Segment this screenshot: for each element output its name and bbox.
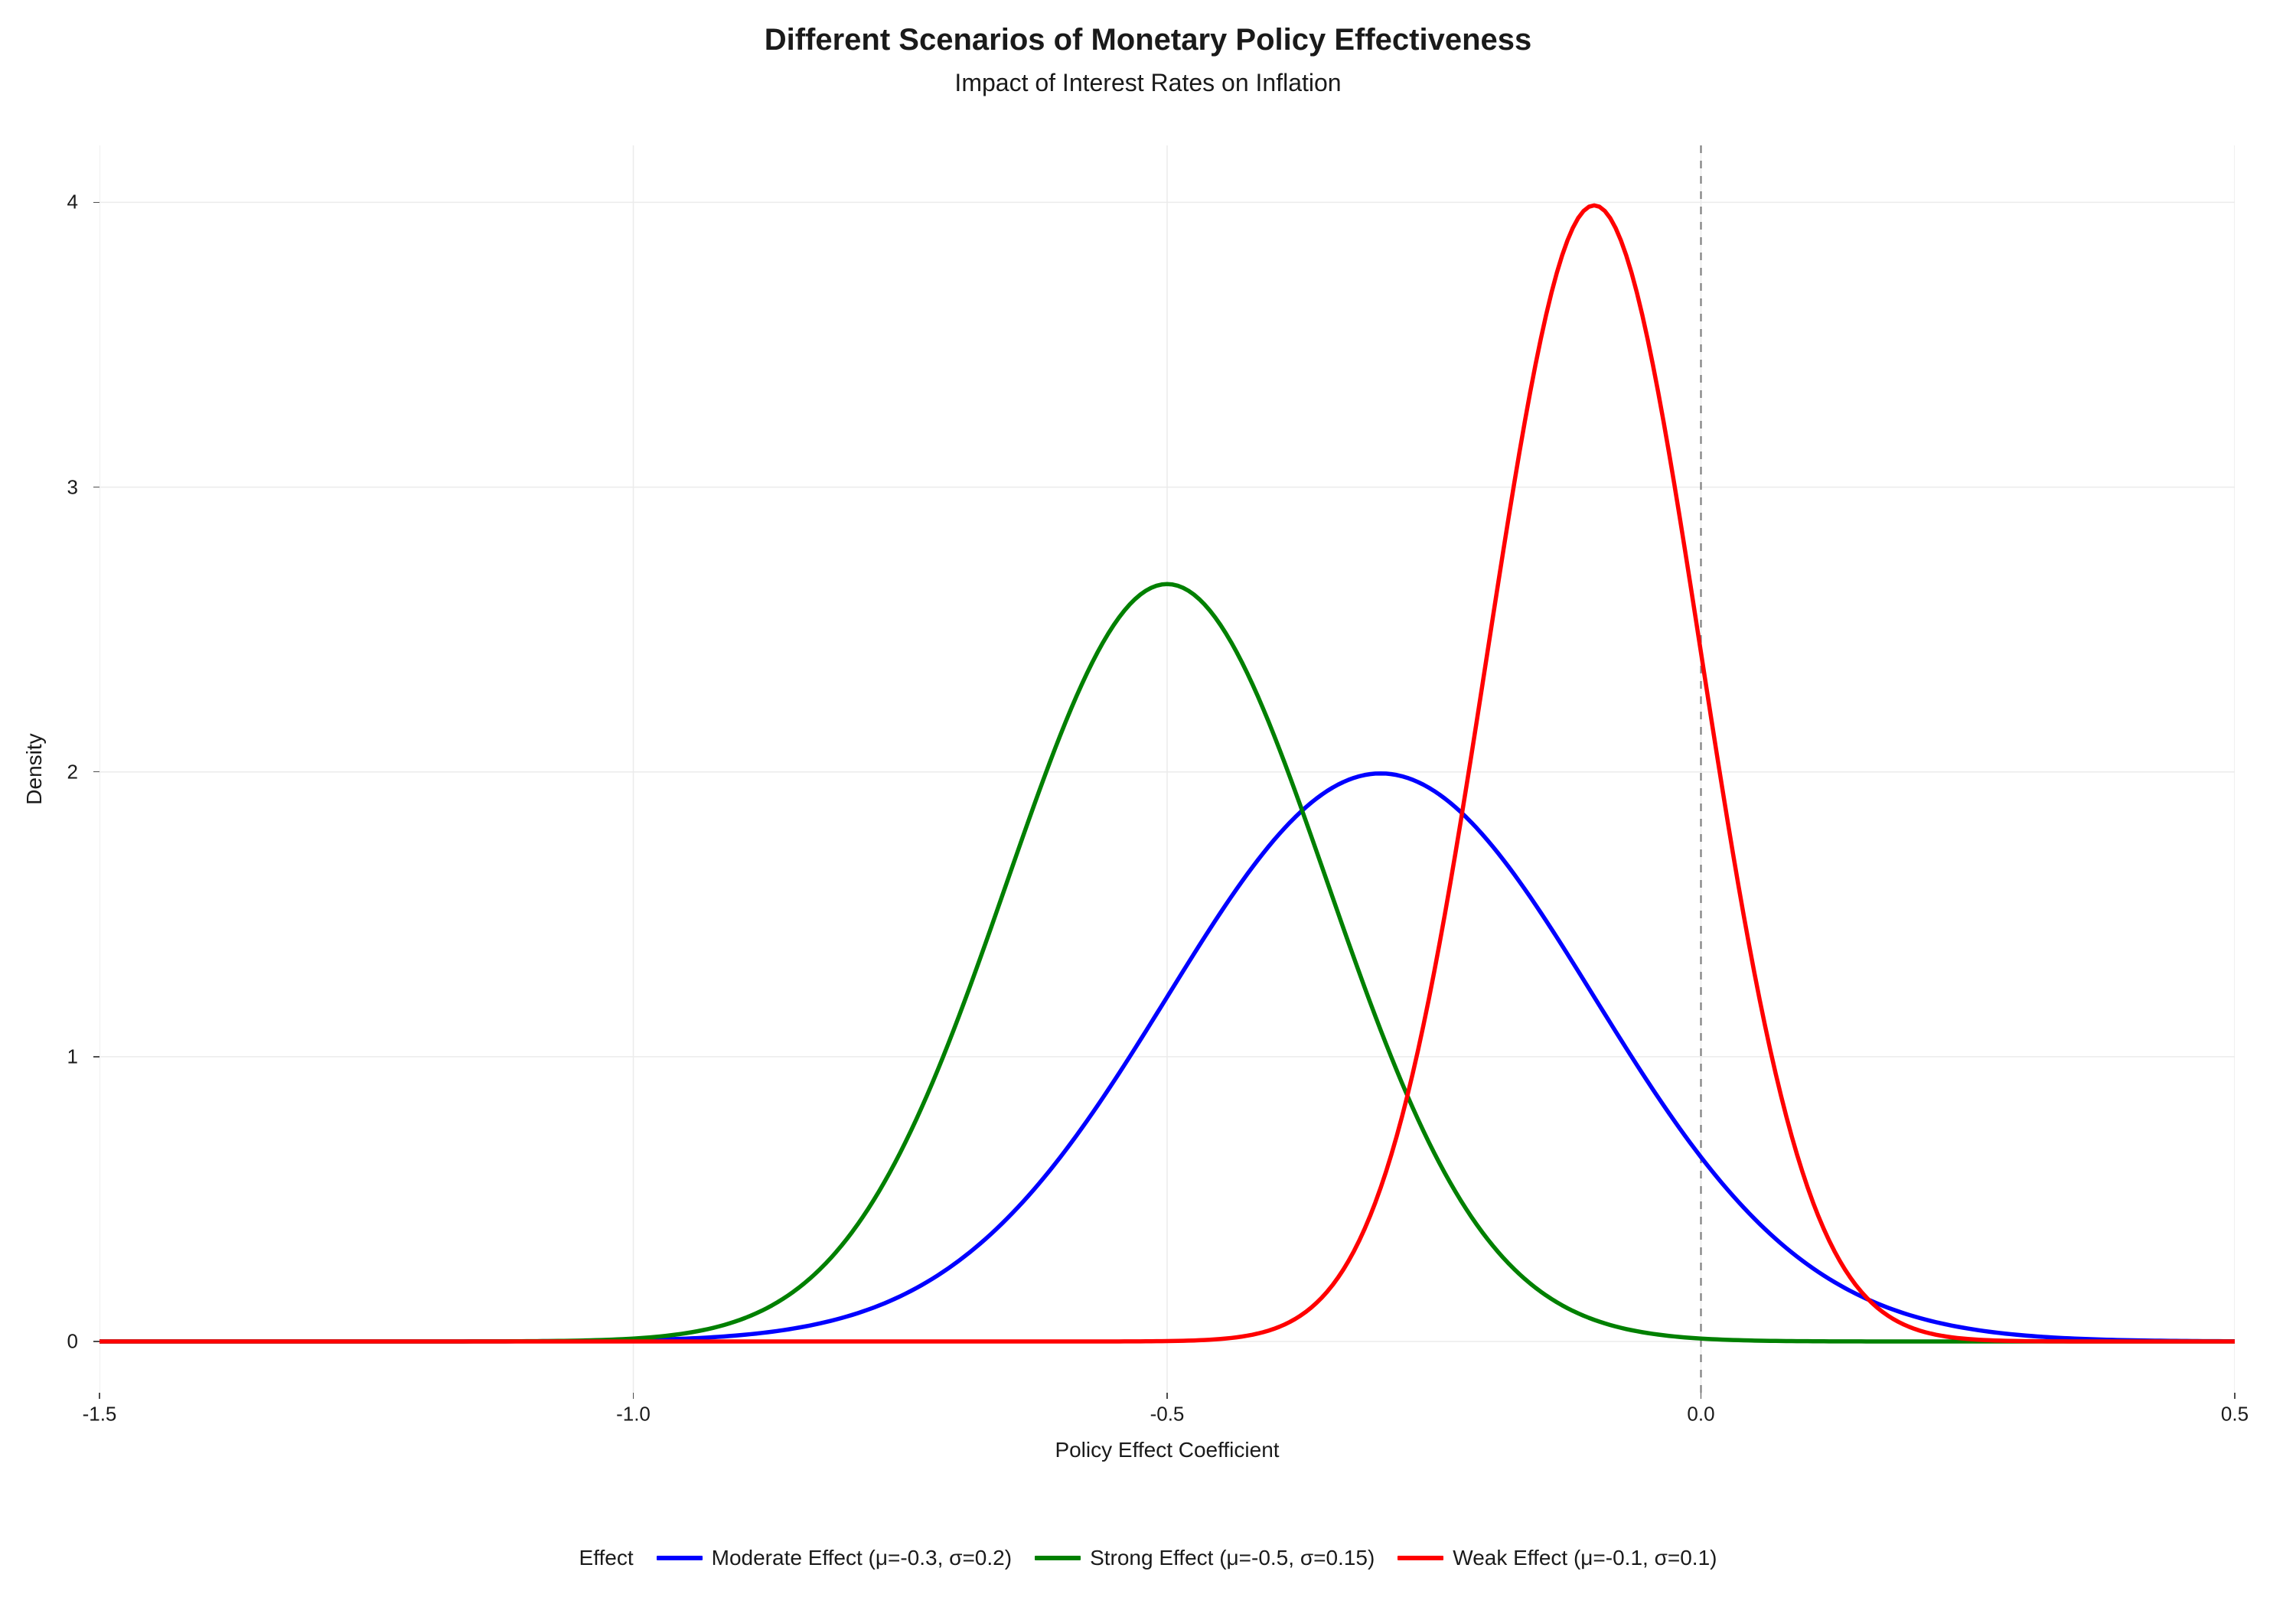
legend: Effect Moderate Effect (μ=-0.3, σ=0.2) St… (0, 1546, 2296, 1570)
y-tick-label: 1 (67, 1045, 78, 1068)
x-tick (633, 1393, 634, 1399)
x-axis-label: Policy Effect Coefficient (1055, 1438, 1279, 1462)
legend-item-1: Strong Effect (μ=-0.5, σ=0.15) (1035, 1546, 1375, 1570)
legend-item-2: Weak Effect (μ=-0.1, σ=0.1) (1397, 1546, 1717, 1570)
legend-title: Effect (579, 1546, 634, 1570)
legend-swatch (657, 1556, 703, 1560)
x-tick-label: -1.0 (616, 1403, 651, 1426)
chart-title: Different Scenarios of Monetary Policy E… (0, 23, 2296, 57)
y-tick (93, 1056, 99, 1058)
legend-swatch (1035, 1556, 1081, 1560)
x-tick (1701, 1393, 1702, 1399)
legend-label: Weak Effect (μ=-0.1, σ=0.1) (1453, 1546, 1717, 1570)
y-tick-label: 0 (67, 1330, 78, 1354)
legend-item-0: Moderate Effect (μ=-0.3, σ=0.2) (657, 1546, 1012, 1570)
x-tick (99, 1393, 100, 1399)
y-tick-label: 4 (67, 191, 78, 214)
x-tick (2234, 1393, 2236, 1399)
y-tick-label: 2 (67, 760, 78, 784)
y-tick-label: 3 (67, 475, 78, 499)
legend-label: Moderate Effect (μ=-0.3, σ=0.2) (712, 1546, 1012, 1570)
x-tick-label: -1.5 (83, 1403, 117, 1426)
x-tick-label: 0.0 (1687, 1403, 1714, 1426)
x-tick-label: -0.5 (1150, 1403, 1185, 1426)
chart-container: Different Scenarios of Monetary Policy E… (0, 0, 2296, 1607)
plot-area (99, 145, 2235, 1393)
x-tick-label: 0.5 (2221, 1403, 2249, 1426)
legend-label: Strong Effect (μ=-0.5, σ=0.15) (1090, 1546, 1375, 1570)
y-tick (93, 771, 99, 773)
chart-subtitle: Impact of Interest Rates on Inflation (0, 69, 2296, 97)
y-axis-label: Density (22, 733, 47, 804)
x-tick (1166, 1393, 1168, 1399)
y-tick (93, 202, 99, 204)
legend-swatch (1397, 1556, 1443, 1560)
y-tick (93, 487, 99, 488)
y-tick (93, 1341, 99, 1342)
